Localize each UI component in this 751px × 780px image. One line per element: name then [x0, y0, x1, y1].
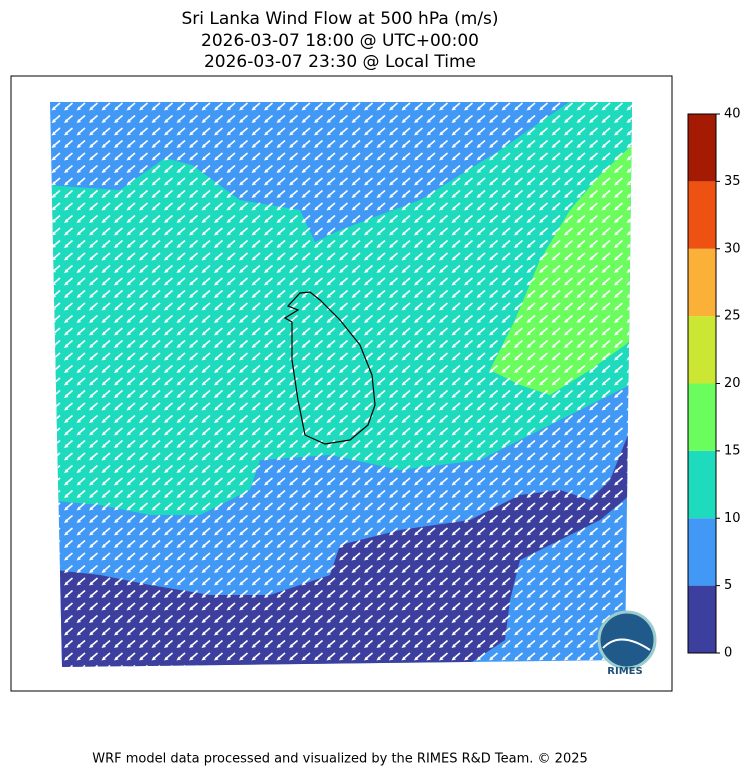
title-line: Sri Lanka Wind Flow at 500 hPa (m/s) [181, 9, 498, 29]
title-line: 2026-03-07 18:00 @ UTC+00:00 [201, 31, 479, 51]
colorbar-tick-label: 5 [724, 578, 732, 593]
colorbar-tick-label: 25 [724, 309, 741, 324]
colorbar-band [688, 316, 716, 384]
colorbar: 0 5 10 15 20 25 30 35 40 [687, 107, 741, 661]
footer: WRF model data processed and visualized … [92, 752, 588, 767]
logo: RIMES [597, 610, 657, 677]
colorbar-tick-label: 35 [724, 174, 741, 189]
colorbar-band [688, 181, 716, 249]
coastline [283, 291, 376, 445]
colorbar-band [688, 585, 716, 653]
map-field [50, 102, 632, 667]
colorbar-tick-label: 40 [724, 107, 741, 122]
colorbar-band [688, 383, 716, 451]
colorbar-tick-label: 30 [724, 241, 741, 256]
title-line: 2026-03-07 23:30 @ Local Time [204, 52, 476, 72]
colorbar-band [688, 450, 716, 519]
colorbar-band [688, 114, 716, 182]
colorbar-tick-label: 15 [724, 443, 741, 458]
colorbar-band [688, 518, 716, 586]
logo-text: RIMES [607, 666, 642, 677]
colorbar-tick-label: 10 [724, 511, 741, 526]
colorbar-tick-label: 20 [724, 376, 741, 391]
colorbar-tick-label: 0 [724, 646, 732, 661]
wind-arrows [50, 102, 632, 667]
logo-wave [602, 638, 651, 651]
colorbar-band [688, 248, 716, 317]
